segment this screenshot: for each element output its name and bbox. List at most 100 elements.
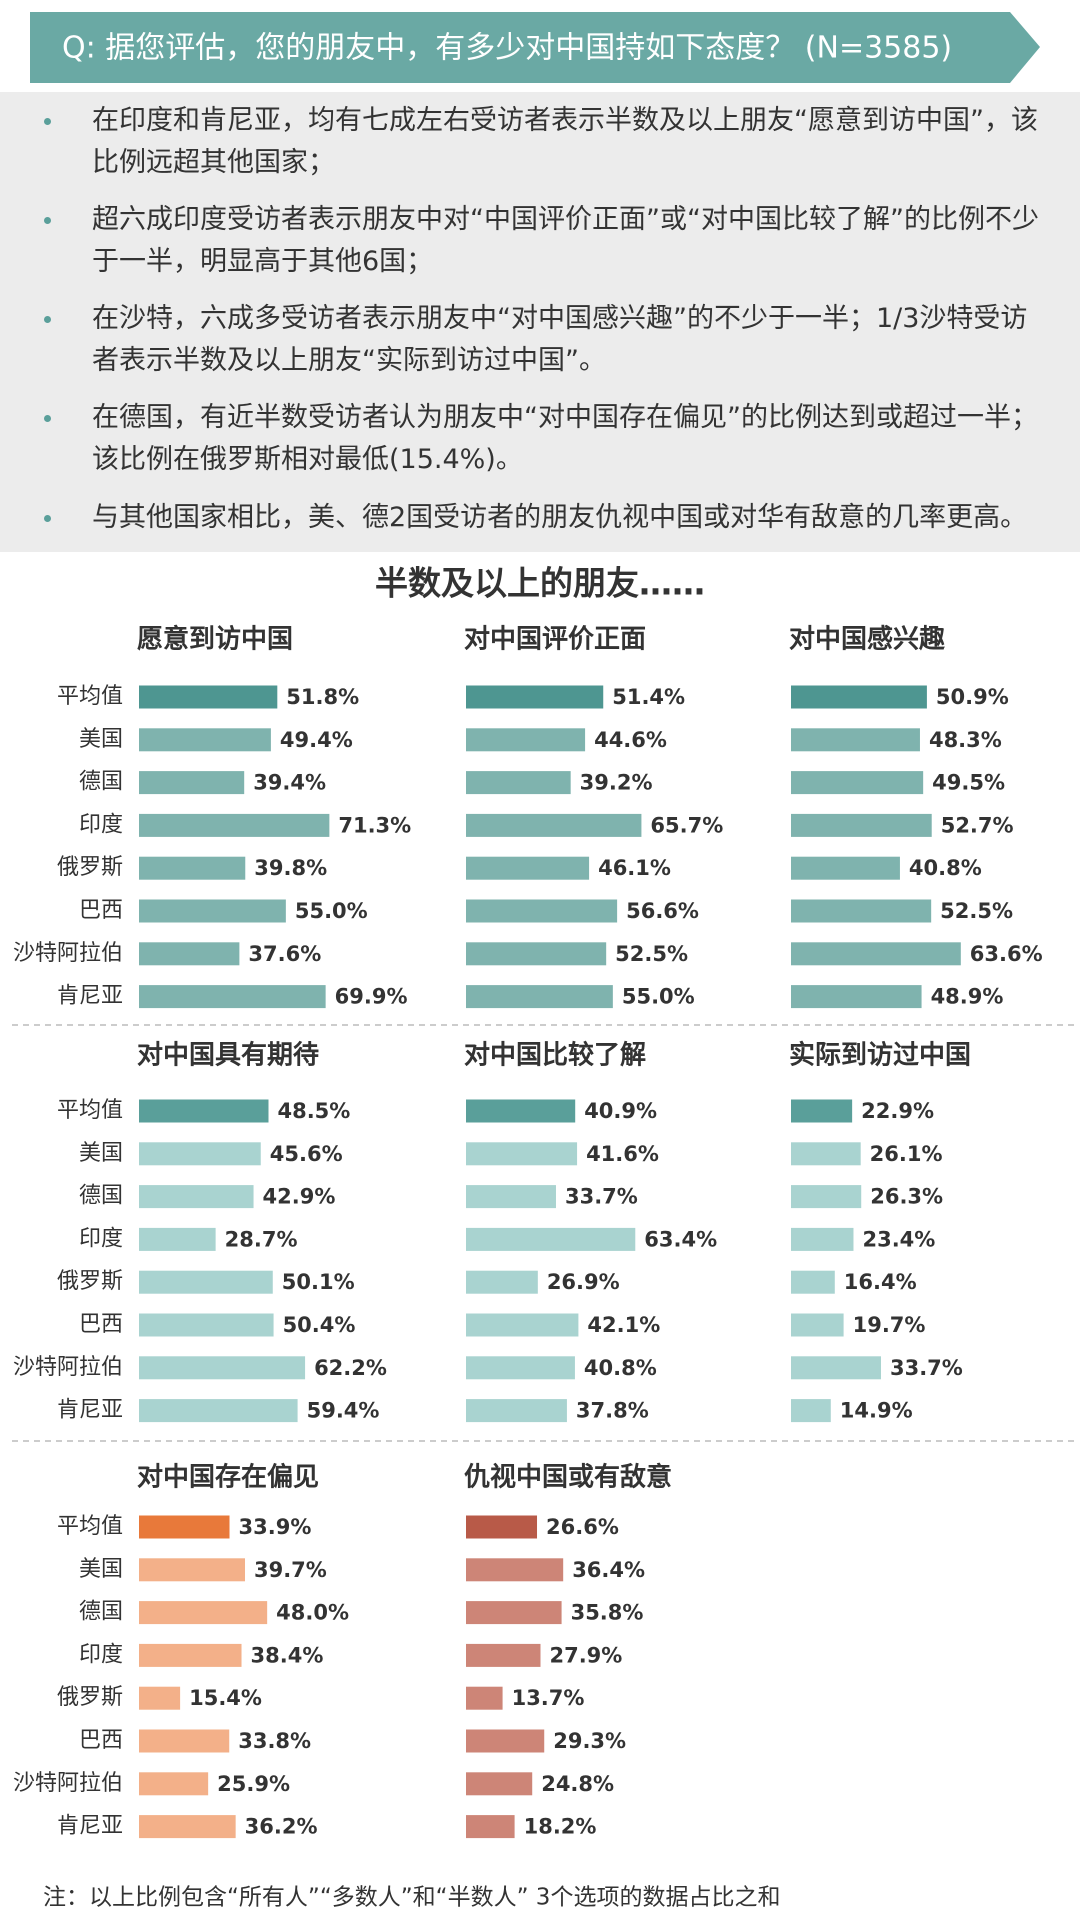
category-label: 肯尼亚 [57,984,123,1009]
bar [466,1601,562,1625]
value-label: 14.9% [840,1399,913,1423]
bar [791,685,927,709]
bar [791,856,900,880]
value-label: 24.8% [541,1772,614,1796]
value-label: 15.4% [189,1686,262,1710]
bar [139,899,286,923]
bar [791,1270,835,1294]
value-label: 33.9% [239,1515,312,1539]
value-label: 23.4% [862,1227,935,1251]
bar [466,1729,545,1753]
value-label: 55.0% [295,899,368,923]
question: Q: 据您评估，您的朋友中，有多少对中国持如下态度？ (N=3585) [62,31,952,66]
bar [791,771,924,795]
value-label: 40.8% [584,1356,657,1380]
bullet-dot [44,515,51,522]
bar [139,813,330,837]
value-label: 42.1% [587,1313,660,1337]
bar [466,942,607,966]
category-label: 平均值 [57,684,123,709]
bar [139,1142,261,1166]
bar [791,1185,862,1209]
category-label: 德国 [79,1600,123,1625]
bar [139,1601,268,1625]
value-label: 26.6% [546,1515,619,1539]
bar [466,771,571,795]
value-label: 40.9% [584,1099,657,1123]
summary-box [0,92,1080,552]
value-label: 39.4% [253,771,326,795]
bar [466,1515,538,1539]
value-label: 51.8% [286,685,359,709]
bar [791,1399,831,1423]
category-label: 沙特阿拉伯 [13,1355,123,1380]
bar [466,1558,564,1582]
bar [139,942,240,966]
value-label: 52.5% [615,942,688,966]
bar [466,1643,541,1667]
value-label: 50.9% [936,685,1009,709]
chart-title: 实际到访过中国 [789,1040,971,1071]
value-label: 62.2% [314,1356,387,1380]
bar [791,899,932,923]
value-label: 56.6% [626,899,699,923]
value-label: 16.4% [844,1270,917,1294]
value-label: 39.7% [254,1558,327,1582]
value-label: 26.3% [870,1185,943,1209]
bar [139,1772,209,1796]
bar [791,985,922,1009]
bullet-text: 在印度和肯尼亚，均有七成左右受访者表示半数及以上朋友“愿意到访中国”，该比例远超… [92,105,1038,178]
category-label: 巴西 [79,1312,123,1337]
value-label: 63.4% [644,1227,717,1251]
bar [139,856,246,880]
bullet-dot [44,217,51,224]
category-label: 俄罗斯 [57,855,123,880]
chart-title: 对中国感兴趣 [789,625,945,655]
value-label: 33.7% [890,1356,963,1380]
value-label: 28.7% [225,1227,298,1251]
value-label: 33.8% [238,1729,311,1753]
value-label: 48.9% [931,985,1004,1009]
bar [466,1815,515,1839]
header: Q: 据您评估，您的朋友中，有多少对中国持如下态度？ (N=3585) [30,12,1040,83]
value-label: 48.3% [929,728,1002,752]
value-label: 27.9% [549,1643,622,1667]
value-label: 36.4% [572,1558,645,1582]
value-label: 42.9% [263,1185,336,1209]
bar [791,728,920,752]
bar [139,1558,245,1582]
category-label: 俄罗斯 [57,1269,123,1294]
chart-title: 对中国比较了解 [464,1040,646,1071]
value-label: 38.4% [251,1643,324,1667]
category-label: 沙特阿拉伯 [13,941,123,966]
bar [791,1142,861,1166]
bar [466,1227,636,1251]
bar [466,899,618,923]
value-label: 48.0% [276,1601,349,1625]
value-label: 44.6% [594,728,667,752]
value-label: 37.6% [248,942,321,966]
value-label: 29.3% [553,1729,626,1753]
category-label: 俄罗斯 [57,1685,123,1710]
value-label: 37.8% [576,1399,649,1423]
bar [466,685,604,709]
bar [139,1643,242,1667]
value-label: 41.6% [586,1142,659,1166]
bar [466,1399,567,1423]
bullet-text: 在沙特，六成多受访者表示朋友中“对中国感兴趣”的不少于一半；1/3沙特受访者表示… [92,303,1028,376]
bar [466,856,590,880]
value-label: 50.1% [282,1270,355,1294]
category-label: 沙特阿拉伯 [13,1771,123,1796]
bar [139,1099,269,1123]
value-label: 40.8% [909,856,982,880]
bar [139,1515,230,1539]
category-label: 德国 [79,770,123,795]
bullet-dot [44,316,51,323]
value-label: 45.6% [270,1142,343,1166]
bar [139,985,326,1009]
category-label: 肯尼亚 [57,1398,123,1423]
bar [139,1815,236,1839]
category-label: 肯尼亚 [57,1814,123,1839]
